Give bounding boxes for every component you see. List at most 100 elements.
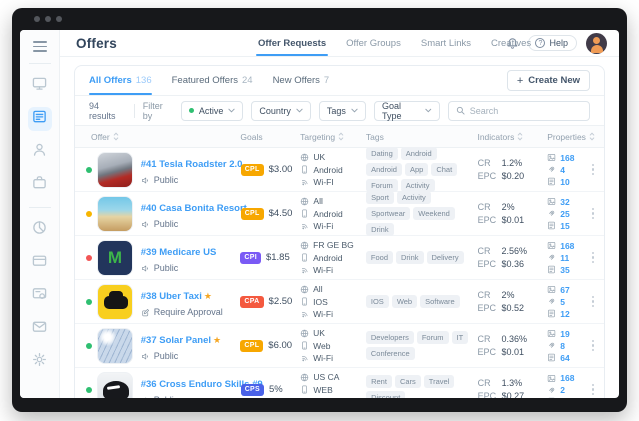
visibility-label: Require Approval [153,307,223,317]
column-header-properties[interactable]: Properties [547,132,598,142]
sidebar-item-dashboard[interactable] [28,74,52,98]
epc-value: $0.01 [501,215,525,225]
sidebar-item-settings[interactable] [28,350,52,374]
offer-link[interactable]: #36 Cross Enduro Skills #9 [140,379,263,390]
row-menu-button[interactable] [588,207,598,220]
create-new-button[interactable]: + Create New [506,70,590,91]
table-row[interactable]: M #39 Medicare US Public CPI $1.85 FR GE … [75,236,604,280]
menu-toggle-button[interactable] [32,36,47,59]
column-header-targeting[interactable]: Targeting [300,132,366,142]
tag: Sport [366,191,395,204]
row-menu-button[interactable] [588,295,598,308]
main-content: All Offers 136 Featured Offers 24 New Offe… [60,57,619,398]
sidebar-item-automation[interactable] [28,284,52,308]
table-row[interactable]: #38 Uber Taxi ★ Require Approval CPA $2.50… [75,280,604,324]
globe-icon [301,197,309,205]
epc-value: $0.52 [501,303,525,313]
offer-link[interactable]: #41 Tesla Roadster 2.0 [140,159,243,170]
offers-subtabs: All Offers 136 Featured Offers 24 New Offe… [75,66,604,96]
row-menu-button[interactable] [588,163,598,176]
bell-icon[interactable] [506,37,519,50]
links-count[interactable]: 4 [560,164,565,175]
search-field[interactable] [447,100,590,121]
offer-link[interactable]: #39 Medicare US [140,247,217,258]
column-header-tags[interactable]: Tags [365,131,384,142]
offer-thumbnail: M [96,239,133,276]
window-traffic-lights[interactable] [34,16,62,22]
status-filter-dropdown[interactable]: Active [180,100,244,121]
tags-filter-dropdown[interactable]: Tags [318,100,366,121]
sidebar-item-messages[interactable] [28,317,52,341]
offer-thumbnail [96,283,133,320]
creatives-icon [547,374,556,382]
tab-creatives[interactable]: Creatives [491,37,532,49]
smartphone-icon [302,341,307,350]
pie-chart-icon [32,220,47,240]
tab-smart-links[interactable]: Smart Links [420,37,472,49]
smartphone-icon [302,165,308,174]
tab-offer-groups[interactable]: Offer Groups [346,37,401,49]
row-menu-button[interactable] [588,339,598,352]
subtab-new-offers[interactable]: New Offers 7 [272,75,330,86]
creatives-count[interactable]: 168 [560,373,575,383]
sidebar-item-affiliates[interactable] [28,140,52,164]
creatives-count[interactable]: 67 [560,284,570,295]
pages-count[interactable]: 12 [560,308,570,319]
sort-icon [589,132,595,141]
links-count[interactable]: 25 [560,208,570,219]
offer-link[interactable]: #37 Solar Panel [140,335,211,346]
country-filter-dropdown[interactable]: Country [251,100,311,121]
column-header-indicators[interactable]: Indicators [477,132,547,142]
offer-link[interactable]: #40 Casa Bonita Resort [140,203,247,214]
globe-icon [300,285,309,293]
pages-count[interactable]: 10 [560,176,570,187]
goal-value: 5% [269,384,283,395]
sidebar-item-offers[interactable] [27,106,52,131]
tag: Travel [423,375,455,388]
column-header-offer[interactable]: Offer [81,132,240,142]
subtab-all-offers[interactable]: All Offers 136 [89,66,152,95]
chevron-down-icon [228,108,236,113]
sidebar-item-advertisers[interactable] [28,173,52,197]
goal-type-badge: CPS [240,383,264,396]
goal-type-filter-dropdown[interactable]: Goal Type [373,100,440,121]
tag: Developers [365,331,414,344]
tab-offer-requests[interactable]: Offer Requests [255,30,329,56]
column-header-goals[interactable]: Goals [240,131,263,142]
cr-value: 0.36% [501,334,528,344]
links-count[interactable]: 8 [560,340,565,351]
goal-value: $2.50 [268,296,293,307]
divider [28,206,51,208]
creatives-count[interactable]: 168 [560,240,575,251]
creatives-count[interactable]: 19 [560,328,570,339]
page-title: Offers [76,35,117,51]
offer-link[interactable]: #38 Uber Taxi [140,291,202,302]
creatives-count[interactable]: 168 [560,152,575,163]
links-count[interactable]: 11 [560,252,570,263]
status-dot [85,166,92,173]
avatar[interactable] [586,32,607,54]
star-icon: ★ [213,335,222,345]
goal-type-badge: CPI [240,251,261,264]
globe-icon [300,241,309,249]
sidebar-item-billing[interactable] [28,251,52,275]
pages-count[interactable]: 35 [560,264,570,275]
pages-count[interactable]: 64 [560,352,570,363]
table-row[interactable]: #40 Casa Bonita Resort Public CPL $4.50 A… [75,191,604,236]
links-count[interactable]: 5 [560,296,565,307]
links-count[interactable]: 2 [560,385,565,395]
help-button[interactable]: ? Help [528,35,577,51]
row-menu-button[interactable] [588,383,598,396]
row-menu-button[interactable] [588,251,598,264]
search-input[interactable] [469,105,582,116]
table-row[interactable]: #41 Tesla Roadster 2.0 Public CPL $3.00 U… [75,147,604,192]
top-navigation-bar: Offers Offer Requests Offer Groups Smart… [60,30,619,57]
goal-value: $3.00 [268,164,293,175]
pages-count[interactable]: 15 [560,220,570,231]
sidebar-item-statistics[interactable] [28,218,52,242]
tag: Drink [396,251,424,264]
subtab-featured-offers[interactable]: Featured Offers 24 [171,75,253,86]
table-row[interactable]: #36 Cross Enduro Skills #9 Public CPS5% … [75,368,604,398]
creatives-count[interactable]: 32 [560,196,570,207]
table-row[interactable]: #37 Solar Panel ★ Public CPL $6.00 UK Web … [75,324,604,368]
